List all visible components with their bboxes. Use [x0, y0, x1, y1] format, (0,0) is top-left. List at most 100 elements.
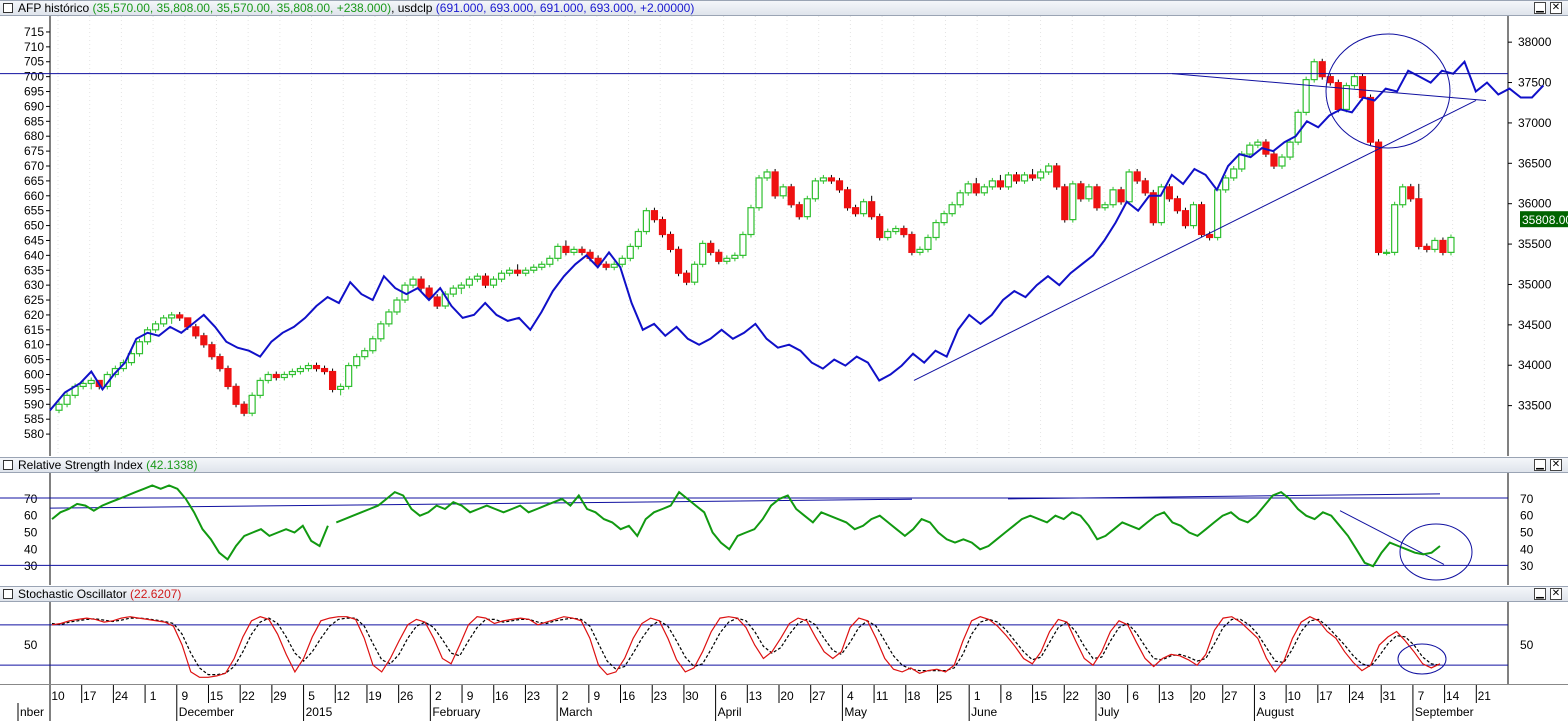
highlight-circle	[1397, 643, 1447, 675]
left-tick-label: 705	[24, 55, 44, 69]
month-label: May	[844, 705, 867, 719]
candle-down	[1415, 198, 1423, 248]
stochastic-k-line	[51, 616, 1441, 678]
candle-up	[819, 177, 827, 182]
left-tick-label: 615	[24, 323, 44, 337]
candle-down	[683, 272, 691, 283]
rsi-panel-titlebar[interactable]: Relative Strength Index (42.1338) ▁ ✕	[0, 457, 1568, 473]
candle-down	[272, 373, 280, 379]
candle-up	[570, 248, 578, 253]
left-tick-label: 680	[24, 129, 44, 143]
right-tick-label: 34000	[1518, 358, 1552, 372]
panel-menu-icon[interactable]	[3, 460, 13, 470]
day-tick-label: 7	[1418, 689, 1425, 703]
candle-down	[578, 248, 586, 253]
candle-up	[79, 382, 87, 388]
day-tick-label: 5	[308, 689, 315, 703]
left-tick-label: 30	[24, 559, 38, 573]
day-tick-label: 24	[1351, 689, 1365, 703]
candle-up	[1004, 174, 1013, 188]
candle-up	[1189, 204, 1198, 227]
stochastic-panel-titlebar[interactable]: Stochastic Oscillator (22.6207) ▁ ✕	[0, 586, 1568, 602]
candle-up	[1431, 239, 1439, 251]
day-tick-label: 30	[1097, 689, 1111, 703]
candle-down	[1061, 186, 1069, 221]
candle-up	[932, 221, 940, 239]
month-label: nber	[20, 705, 44, 719]
right-tick-label: 34500	[1518, 318, 1552, 332]
candle-up	[409, 278, 417, 286]
minimize-button[interactable]: ▁	[1534, 459, 1546, 471]
day-tick-label: 4	[847, 689, 854, 703]
candle-up	[280, 373, 288, 379]
stochastic-chart-svg[interactable]: 50 50	[0, 602, 1568, 684]
minimize-button[interactable]: ▁	[1534, 588, 1546, 600]
candle-down	[707, 242, 715, 253]
panel-menu-icon[interactable]	[3, 3, 13, 13]
close-icon: ✕	[1551, 2, 1561, 13]
rsi-chart-svg[interactable]: 70 70 60 60 50 50 40 40 30 30	[0, 473, 1568, 585]
candle-down	[1093, 186, 1101, 209]
close-button[interactable]: ✕	[1550, 588, 1562, 600]
left-tick-label: 660	[24, 189, 44, 203]
main-ohlc: (35,570.00, 35,808.00, 35,570.00, 35,808…	[92, 1, 392, 15]
candle-up	[135, 341, 144, 355]
left-tick-label: 715	[24, 25, 44, 39]
main-chart-svg[interactable]: 7157107057006956906856806756706656606556…	[0, 16, 1568, 456]
candle-up	[264, 373, 272, 382]
candle-up	[723, 257, 731, 262]
candle-up	[151, 323, 160, 331]
candle-up	[345, 364, 353, 388]
day-tick-label: 23	[654, 689, 668, 703]
day-tick-label: 15	[1034, 689, 1048, 703]
candle-up	[1350, 76, 1359, 87]
candle-down	[1270, 153, 1278, 167]
left-tick-label: 585	[24, 412, 44, 426]
guide-line	[1339, 510, 1445, 565]
candle-up	[755, 177, 763, 209]
right-tick-label: 36000	[1518, 197, 1552, 211]
close-button[interactable]: ✕	[1550, 2, 1562, 14]
trend-line	[1171, 73, 1487, 101]
day-tick-label: 27	[1224, 689, 1238, 703]
candle-down	[232, 385, 240, 405]
candle-up	[143, 329, 152, 343]
left-tick-label: 580	[24, 427, 44, 441]
candle-up	[489, 278, 498, 286]
candle-up	[1302, 79, 1310, 113]
candle-down	[208, 344, 216, 358]
price-tag-box	[1520, 211, 1568, 228]
candle-down	[1165, 186, 1173, 200]
guide-line	[49, 498, 913, 509]
candle-down	[433, 296, 441, 307]
candle-down	[876, 216, 884, 239]
main-panel-titlebar[interactable]: AFP histórico (35,570.00, 35,808.00, 35,…	[0, 0, 1568, 16]
price-tag-label: 35808.00	[1522, 213, 1568, 227]
left-tick-label: 600	[24, 368, 44, 382]
candle-down	[320, 367, 329, 373]
candle-up	[1101, 204, 1109, 209]
guide-line	[1007, 493, 1441, 500]
close-icon: ✕	[1551, 459, 1561, 470]
close-icon: ✕	[1551, 588, 1561, 599]
day-tick-label: 16	[622, 689, 636, 703]
panel-menu-icon[interactable]	[3, 589, 13, 599]
candle-up	[353, 356, 361, 367]
candle-up	[763, 171, 771, 179]
candle-up	[63, 394, 71, 405]
candle-down	[1181, 210, 1190, 227]
candle-up	[1278, 156, 1286, 167]
left-tick-label: 690	[24, 99, 44, 113]
right-tick-label: 37000	[1518, 116, 1552, 130]
day-tick-label: 23	[527, 689, 541, 703]
candle-down	[787, 186, 795, 206]
left-tick-label: 700	[24, 70, 44, 84]
month-label: 2015	[306, 705, 333, 719]
day-tick-label: 11	[876, 689, 889, 703]
month-label: August	[1256, 705, 1294, 719]
candle-up	[980, 186, 988, 194]
candle-down	[996, 180, 1005, 188]
close-button[interactable]: ✕	[1550, 459, 1562, 471]
minimize-button[interactable]: ▁	[1534, 2, 1546, 14]
candle-up	[361, 350, 369, 358]
